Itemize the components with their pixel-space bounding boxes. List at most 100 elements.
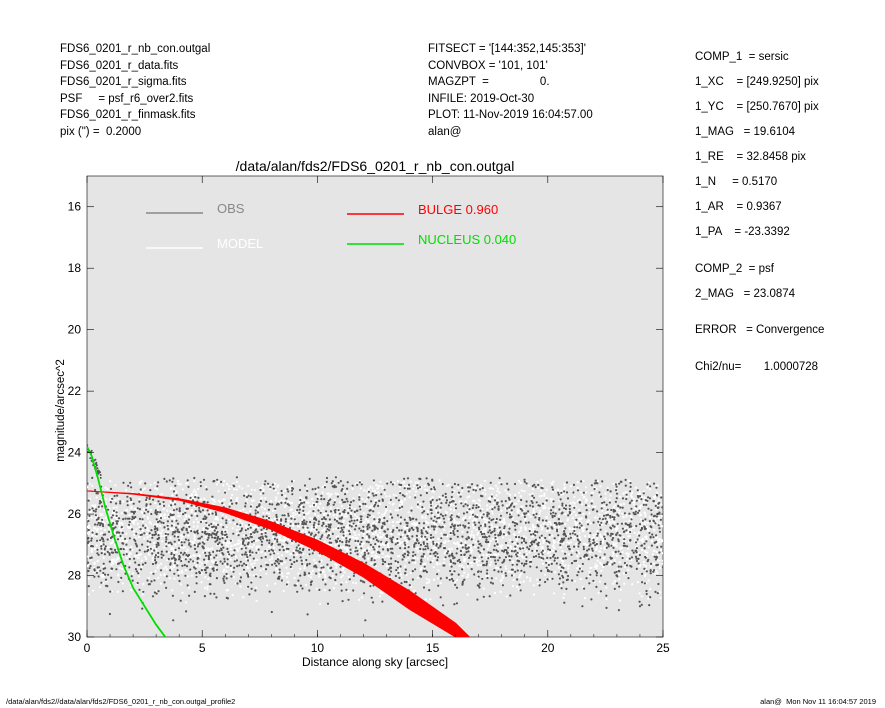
data-point [618, 578, 621, 581]
data-point [161, 529, 164, 532]
data-point [386, 482, 389, 485]
data-point [637, 557, 640, 561]
data-point [403, 480, 406, 483]
data-point [442, 604, 445, 607]
data-point [372, 521, 376, 524]
data-point [561, 562, 564, 566]
data-point [420, 537, 423, 541]
data-point [649, 587, 652, 591]
data-point [628, 523, 631, 526]
data-point [342, 520, 345, 523]
data-point [352, 522, 355, 525]
data-point [302, 515, 306, 519]
data-point [580, 480, 583, 483]
data-point [289, 565, 292, 569]
data-point [241, 537, 244, 540]
data-point [383, 530, 386, 533]
data-point [238, 572, 242, 575]
data-point [501, 574, 504, 577]
data-point [421, 516, 424, 519]
data-point [481, 530, 484, 533]
data-point [149, 534, 152, 537]
data-point [149, 489, 152, 492]
data-point [201, 567, 204, 570]
data-point [153, 541, 156, 545]
data-point [466, 575, 469, 579]
data-point [377, 491, 380, 494]
data-point [517, 567, 520, 570]
data-point [93, 506, 96, 509]
data-point [309, 576, 313, 579]
data-point [364, 619, 367, 622]
data-point [647, 481, 651, 484]
data-point [253, 562, 256, 565]
data-point [586, 549, 589, 552]
data-point [495, 540, 498, 543]
data-point [425, 491, 428, 495]
data-point [515, 520, 518, 523]
data-point [223, 480, 226, 483]
data-point [301, 587, 304, 590]
data-point [424, 555, 427, 559]
data-point [659, 596, 662, 600]
data-point [396, 521, 399, 524]
data-point [593, 486, 596, 489]
data-point [595, 567, 598, 570]
data-point [525, 536, 528, 539]
data-point [367, 487, 370, 490]
header-convbox: CONVBOX = '101, 101' [428, 59, 548, 72]
data-point [601, 556, 604, 559]
data-point [268, 558, 272, 562]
data-point [425, 577, 428, 580]
data-point [275, 496, 278, 499]
data-point [472, 504, 475, 507]
data-point [246, 572, 249, 575]
data-point [153, 528, 156, 531]
data-point [168, 504, 171, 507]
data-point [407, 532, 410, 535]
data-point [342, 545, 345, 549]
data-point [418, 522, 421, 525]
data-point [192, 560, 195, 563]
data-point [313, 535, 316, 538]
data-point [594, 479, 597, 482]
data-point [245, 534, 248, 537]
data-point [207, 554, 210, 557]
data-point [473, 499, 476, 503]
data-point [170, 528, 174, 531]
data-point [318, 560, 321, 563]
data-point [303, 521, 306, 525]
data-point [408, 487, 411, 490]
data-point [434, 531, 438, 534]
data-point [423, 507, 426, 510]
data-point [513, 521, 516, 524]
data-point [614, 500, 618, 503]
data-point [262, 512, 265, 515]
data-point [167, 528, 170, 531]
data-point [450, 530, 453, 533]
data-point [333, 482, 336, 485]
data-point [106, 546, 109, 549]
data-point [463, 553, 466, 557]
data-point [149, 571, 153, 574]
data-point [516, 578, 519, 581]
data-point [437, 541, 440, 544]
data-point [325, 530, 328, 533]
data-point [367, 546, 370, 549]
data-point [202, 551, 205, 554]
data-point [501, 584, 504, 587]
data-point [208, 524, 211, 527]
data-point [564, 507, 568, 511]
data-point [429, 536, 433, 540]
data-point [353, 507, 356, 510]
data-point [523, 515, 527, 519]
data-point [240, 545, 243, 548]
data-point [582, 548, 586, 551]
data-point [406, 487, 409, 490]
data-point [552, 592, 556, 595]
data-point [475, 506, 478, 509]
data-point [224, 489, 227, 492]
data-point [396, 509, 399, 512]
data-point [242, 539, 245, 542]
data-point [166, 520, 169, 523]
